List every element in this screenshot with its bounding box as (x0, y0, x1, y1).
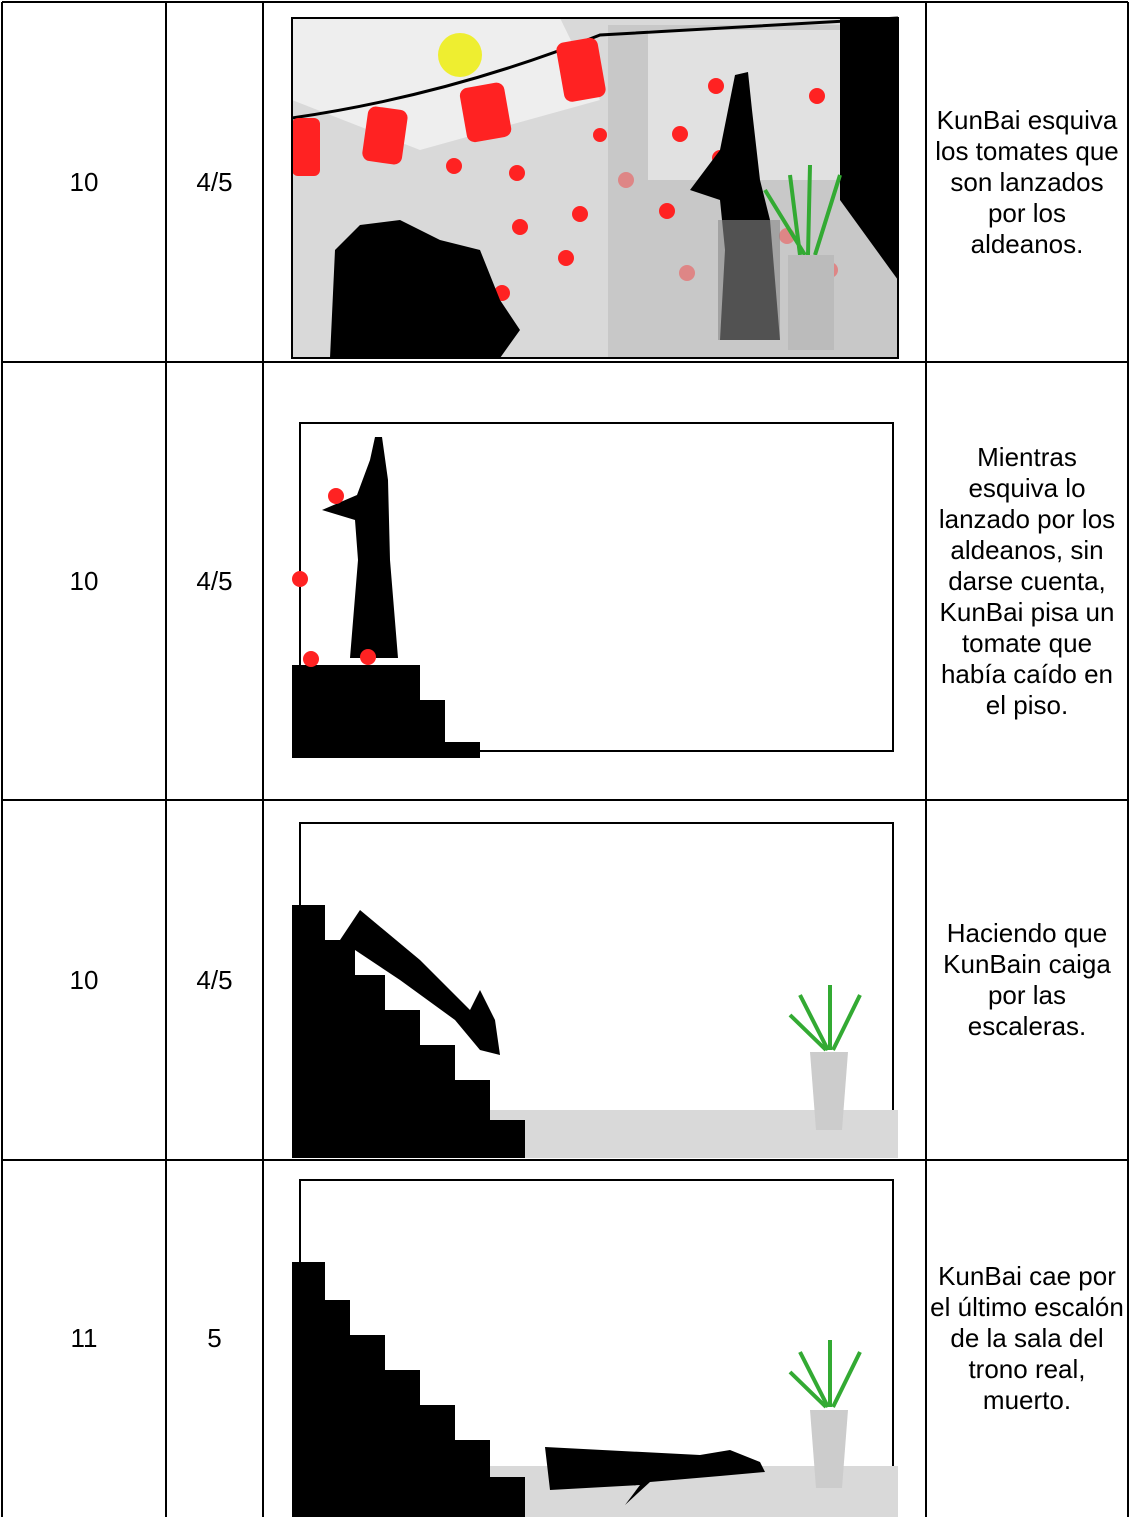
scene-cell: 10 (69, 964, 99, 995)
description-cell: Mientras esquiva lo lanzado por los alde… (938, 441, 1116, 720)
description-cell: Haciendo que KunBain caiga por las escal… (943, 918, 1111, 1041)
time-cell: 5 (207, 1323, 222, 1353)
time-cell: 4/5 (196, 964, 233, 995)
panel-2 (292, 422, 894, 758)
scene-cell: 10 (69, 565, 99, 596)
description-cell: KunBai esquiva los tomates que son lanza… (935, 104, 1119, 259)
panel-4 (292, 1179, 898, 1517)
time-cell: 4/5 (196, 565, 233, 596)
panel-3 (292, 822, 898, 1158)
description-cell: KunBai cae por el último escalón de la s… (930, 1261, 1124, 1415)
time-cell: 4/5 (196, 166, 233, 197)
scene-cell: 11 (70, 1323, 98, 1353)
scene-cell: 10 (69, 166, 99, 197)
panel-1 (291, 16, 899, 359)
